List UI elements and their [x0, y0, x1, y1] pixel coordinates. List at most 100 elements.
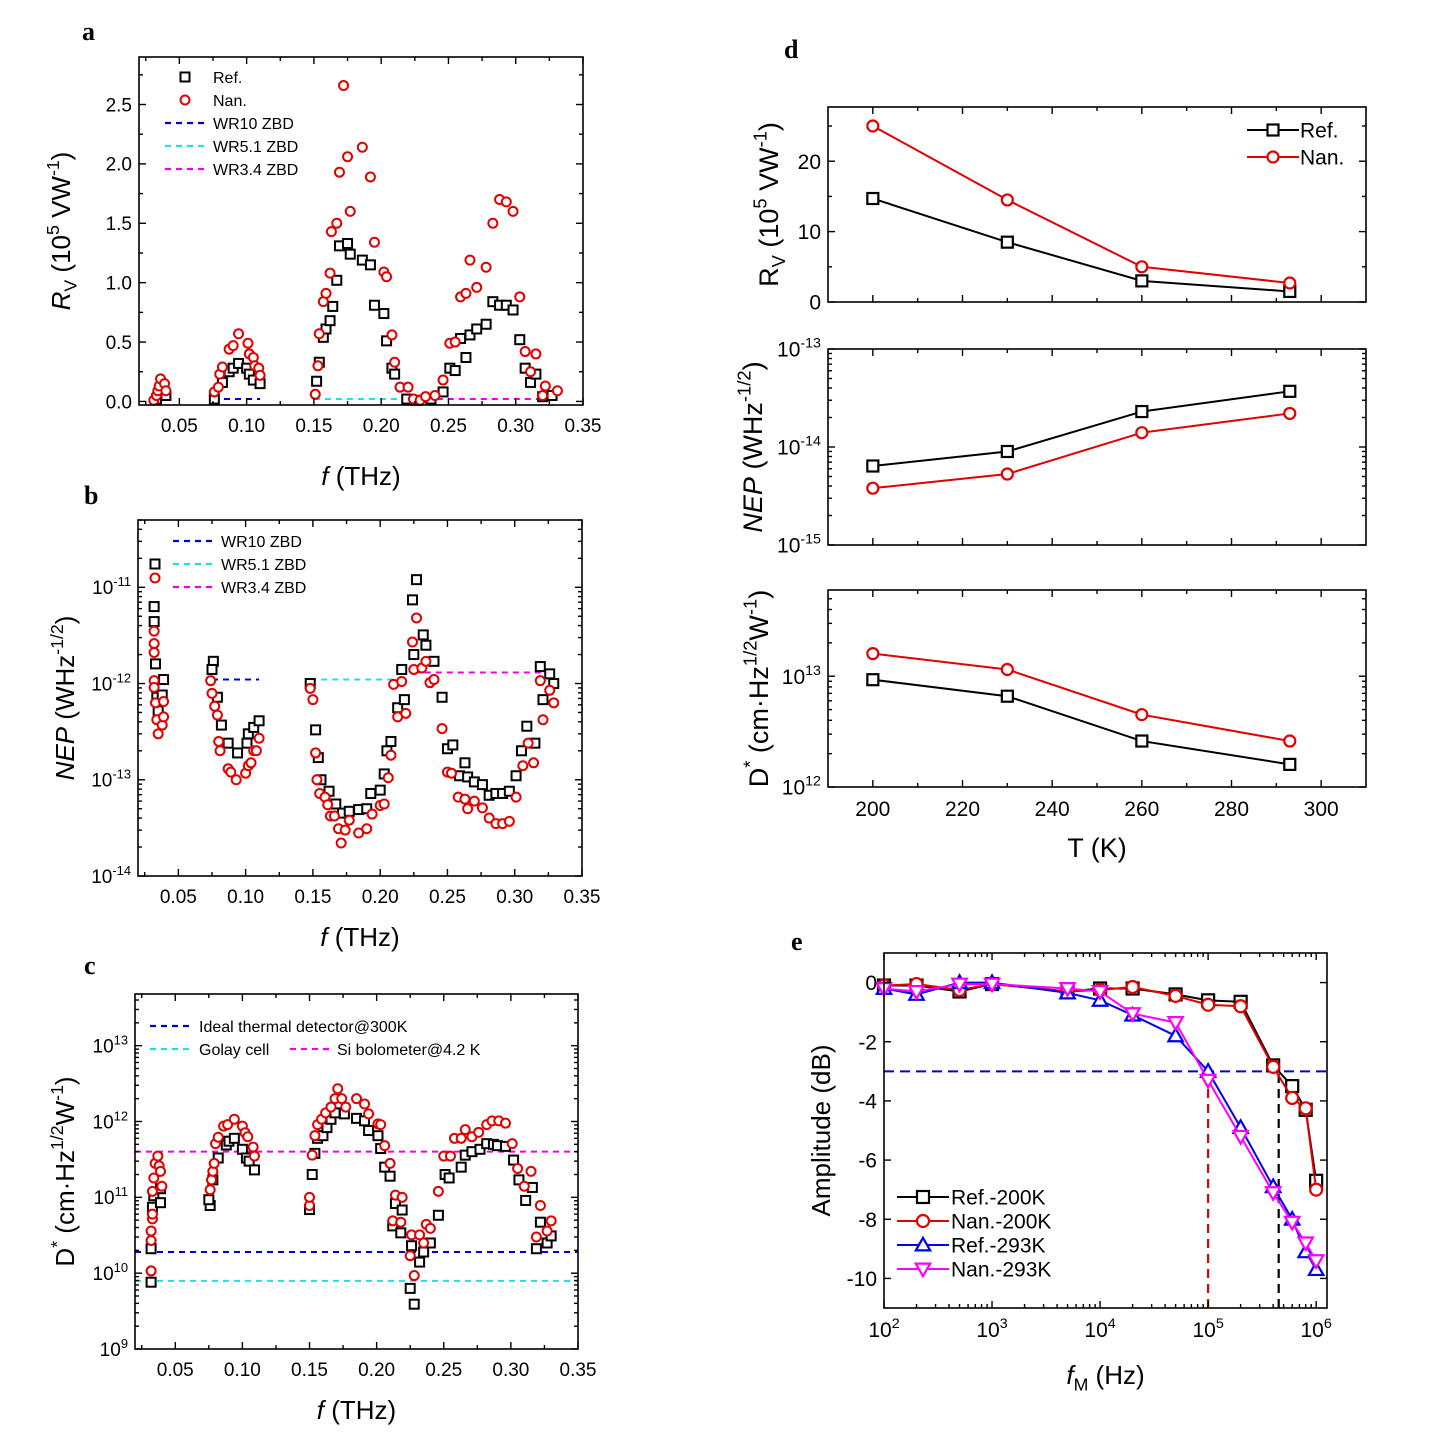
- square-marker: [404, 1282, 416, 1294]
- circle-marker: [322, 799, 334, 811]
- x-tick-label: 105: [1192, 1316, 1223, 1342]
- circle-marker: [514, 291, 526, 303]
- circle-marker: [385, 749, 397, 761]
- square-marker: [203, 1194, 215, 1206]
- series-Ref.: [866, 191, 1297, 299]
- square-marker: [331, 274, 343, 286]
- circle-marker: [519, 346, 531, 358]
- square-marker: [222, 737, 234, 749]
- x-tick-label: 0.20: [363, 416, 400, 437]
- y-tick-label: 0.5: [106, 333, 132, 354]
- circle-marker: [510, 791, 522, 803]
- square-marker: [866, 459, 880, 473]
- circle-marker: [227, 340, 239, 352]
- square-marker: [327, 300, 339, 312]
- circle-marker: [248, 1150, 260, 1162]
- x-tick-label: 0.30: [496, 887, 533, 908]
- circle-marker: [325, 1101, 337, 1113]
- chart-d-3: 0 10 20 RV (105 VW-1) Ref. Nan.: [750, 106, 1367, 315]
- legend-entry: WR5.1 ZBD: [173, 557, 306, 574]
- circle-marker: [340, 1101, 352, 1113]
- x-tick-label: 200: [855, 798, 890, 821]
- y-tick-label: -2: [858, 1031, 877, 1054]
- circle-marker: [530, 348, 542, 360]
- circle-marker: [544, 684, 556, 696]
- square-marker: [1266, 123, 1280, 137]
- triangle-down-marker: [913, 1262, 933, 1279]
- triangle-down-marker: [1123, 1007, 1142, 1024]
- triangle-down-marker: [1231, 1129, 1250, 1146]
- chart-a-0: 0.05 0.10 0.15 0.20 0.25 0.30 0.35 0.0 0.5 1.0 1.5…: [43, 56, 601, 491]
- x-axis-label: f (THz): [321, 461, 400, 491]
- circle-marker: [353, 827, 365, 839]
- circle-marker: [517, 760, 529, 772]
- circle-marker: [333, 166, 345, 178]
- square-marker: [515, 745, 527, 757]
- circle-marker: [216, 361, 228, 373]
- triangle-down-marker: [1307, 1254, 1326, 1271]
- circle-marker: [396, 675, 408, 687]
- y-tick-label: 1013: [782, 663, 821, 689]
- circle-marker: [437, 374, 449, 386]
- square-marker: [1135, 274, 1149, 288]
- circle-marker: [307, 694, 319, 706]
- series-Nan.: [866, 119, 1297, 290]
- panel-label-b: b: [84, 481, 98, 510]
- circle-marker: [468, 795, 480, 807]
- circle-marker: [230, 774, 242, 786]
- chart-d-5: 200 220 240 260 280 300 1012 1013 D* (cm·Hz1/2W-…: [740, 589, 1367, 863]
- circle-marker: [1135, 708, 1149, 722]
- circle-marker: [1125, 979, 1140, 995]
- x-tick-label: 0.30: [497, 416, 534, 437]
- circle-marker: [1285, 1090, 1300, 1106]
- circle-marker: [324, 267, 336, 279]
- x-tick-label: 0.20: [362, 887, 399, 908]
- square-marker: [364, 259, 376, 271]
- circle-marker: [1283, 406, 1297, 421]
- x-tick-label: 102: [868, 1316, 899, 1342]
- y-axis-label: NEP (WHz-1/2): [734, 361, 768, 532]
- circle-marker: [338, 80, 350, 92]
- square-marker: [343, 805, 355, 817]
- y-tick-label: 2.5: [106, 95, 132, 116]
- circle-marker: [1266, 150, 1280, 164]
- circle-marker: [436, 723, 448, 735]
- plot-frame: [138, 56, 584, 406]
- legend-label: WR3.4 ZBD: [213, 162, 298, 179]
- circle-marker: [253, 732, 265, 744]
- circle-marker: [1000, 467, 1014, 481]
- y-tick-label: 10-12: [91, 670, 131, 695]
- square-marker: [306, 1169, 318, 1181]
- circle-marker: [375, 1119, 387, 1131]
- circle-marker: [148, 1172, 160, 1184]
- x-tick-label: 280: [1214, 798, 1249, 821]
- square-marker: [368, 299, 380, 311]
- x-tick-label: 0.35: [564, 887, 601, 908]
- circle-marker: [418, 1237, 430, 1249]
- square-marker: [253, 715, 265, 727]
- series-1: [148, 612, 560, 849]
- circle-marker: [518, 1180, 530, 1192]
- circle-marker: [480, 261, 492, 273]
- circle-marker: [206, 687, 218, 699]
- series-Ref.: [866, 673, 1297, 771]
- square-marker: [206, 663, 218, 675]
- y-tick-label: -8: [858, 1209, 877, 1232]
- circle-marker: [242, 337, 254, 349]
- square-marker: [418, 1246, 430, 1258]
- square-marker: [866, 673, 880, 687]
- y-axis-label: RV (105 VW-1): [750, 122, 789, 287]
- x-axis-label: T (K): [1067, 833, 1127, 863]
- x-tick-label: 106: [1301, 1316, 1332, 1342]
- circle-marker: [1168, 988, 1183, 1003]
- circle-marker: [364, 171, 376, 183]
- circle-marker: [428, 674, 440, 686]
- square-marker: [1135, 404, 1149, 419]
- square-marker: [530, 1243, 542, 1255]
- circle-marker: [420, 391, 432, 403]
- x-tick-label: 0.20: [358, 1360, 395, 1381]
- y-tick-label: 1011: [93, 1184, 128, 1209]
- legend-entry: Ref.-200K: [897, 1187, 1046, 1210]
- triangle-down-marker: [1264, 1186, 1283, 1203]
